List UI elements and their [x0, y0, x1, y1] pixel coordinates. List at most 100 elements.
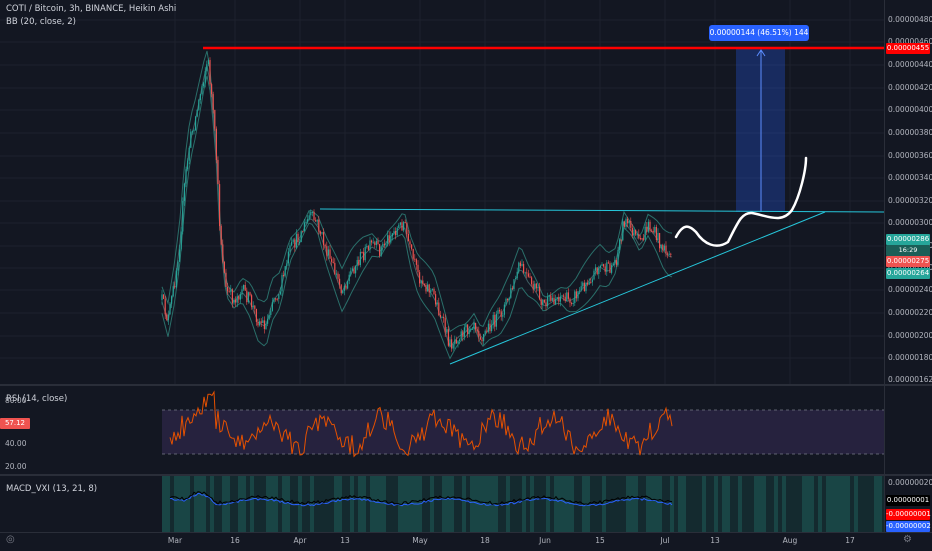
candle-body — [598, 267, 600, 274]
candle-body — [587, 283, 589, 285]
candle-body — [534, 283, 536, 290]
candle-body — [207, 60, 209, 65]
candle-body — [452, 344, 454, 349]
candle-body — [495, 313, 497, 327]
candle-body — [543, 299, 545, 303]
candle-body — [465, 324, 467, 328]
macd-pane[interactable]: MACD_VXI (13, 21, 8) — [0, 476, 884, 532]
bb-legend[interactable]: BB (20, close, 2) — [6, 17, 76, 27]
macd-bg-bar — [310, 476, 314, 532]
candle-body — [212, 94, 214, 110]
macd-bg-bar — [322, 476, 326, 532]
candle-body — [420, 280, 422, 284]
candle-body — [403, 222, 405, 231]
macd-bg-bar — [514, 476, 518, 532]
candle-body — [196, 109, 198, 117]
macd-bg-bar — [650, 476, 654, 532]
macd-bg-bar — [274, 476, 278, 532]
macd-value-tag: -0.00000002 — [886, 521, 931, 532]
pane-separator[interactable] — [0, 474, 932, 476]
macd-legend[interactable]: MACD_VXI (13, 21, 8) — [6, 484, 98, 494]
candle-body — [359, 252, 361, 265]
candle-body — [294, 239, 296, 248]
candle-body — [399, 222, 401, 225]
candle-body — [406, 222, 408, 234]
macd-bg-bar — [770, 476, 774, 532]
candle-body — [564, 296, 566, 301]
candle-body — [563, 295, 565, 297]
candle-body — [292, 239, 294, 242]
candle-body — [236, 296, 238, 303]
macd-bg-bar — [626, 476, 630, 532]
candle-body — [220, 226, 222, 245]
candle-body — [223, 261, 225, 273]
price-chart[interactable] — [0, 0, 884, 384]
candle-body — [599, 265, 601, 268]
candle-body — [455, 339, 457, 344]
candle-body — [484, 330, 486, 335]
macd-bg-bar — [422, 476, 426, 532]
candle-body — [646, 226, 648, 232]
candle-body — [289, 245, 291, 252]
macd-bg-bar — [730, 476, 734, 532]
candle-body — [583, 282, 585, 292]
candle-body — [358, 260, 360, 266]
candle-body — [460, 331, 462, 340]
macd-bg-bar — [782, 476, 786, 532]
candle-body — [663, 245, 665, 251]
main-chart-pane[interactable]: COTI / Bitcoin, 3h, BINANCE, Heikin Ashi… — [0, 0, 884, 384]
candle-body — [545, 302, 547, 307]
candle-body — [667, 253, 669, 255]
candle-body — [185, 169, 187, 184]
macd-bg-bar — [374, 476, 378, 532]
macd-bg-bar — [486, 476, 490, 532]
candle-body — [351, 268, 353, 271]
time-axis[interactable]: Mar 16 Apr 13 May 18 Jun 15 Jul 13 Aug 17 — [0, 532, 932, 551]
macd-bg-bar — [446, 476, 450, 532]
macd-bg-bar — [758, 476, 762, 532]
candle-body — [639, 238, 641, 240]
candle-body — [572, 303, 574, 304]
candle-body — [515, 278, 517, 280]
rsi-tick-label: 40.00 — [5, 439, 27, 448]
macd-bg-bar — [250, 476, 254, 532]
candle-body — [308, 215, 310, 220]
candle-body — [481, 339, 483, 342]
macd-bg-bar — [342, 476, 346, 532]
macd-bg-bar — [706, 476, 710, 532]
rsi-legend[interactable]: RSI (14, close) — [6, 394, 68, 404]
candle-body — [575, 291, 577, 299]
macd-chart[interactable] — [0, 476, 884, 532]
macd-bg-bar — [682, 476, 686, 532]
macd-bg-bar — [638, 476, 642, 532]
rsi-pane[interactable]: RSI (14, close) — [0, 386, 884, 474]
candle-body — [585, 283, 587, 292]
macd-bg-bar — [450, 476, 454, 532]
macd-bg-bar — [554, 476, 558, 532]
globe-icon[interactable]: ◎ — [6, 534, 15, 545]
candle-body — [444, 318, 446, 333]
pane-separator[interactable] — [0, 384, 932, 386]
candle-body — [630, 221, 632, 228]
gear-icon[interactable]: ⚙ — [903, 534, 912, 545]
symbol-legend[interactable]: COTI / Bitcoin, 3h, BINANCE, Heikin Ashi — [6, 4, 177, 14]
candle-body — [422, 280, 424, 284]
candle-body — [307, 219, 309, 222]
rsi-chart[interactable] — [0, 386, 884, 474]
candle-body — [235, 299, 237, 303]
candle-body — [471, 328, 473, 330]
macd-bg-bar — [674, 476, 678, 532]
macd-value-tag: -0.00000001 — [886, 509, 931, 520]
candle-body — [215, 128, 217, 160]
price-axis[interactable]: 0.00000480 0.00000460 0.00000440 0.00000420… — [884, 0, 932, 384]
macd-bg-bar — [878, 476, 882, 532]
candle-body — [596, 267, 598, 274]
candle-body — [475, 323, 477, 330]
candle-body — [483, 334, 485, 342]
candle-body — [590, 281, 592, 283]
candle-body — [204, 71, 206, 83]
rsi-axis[interactable]: 80.00 40.00 20.00 — [5, 386, 932, 474]
rsi-line — [169, 390, 673, 458]
macd-bg-bar — [338, 476, 342, 532]
candle-body — [620, 239, 622, 241]
